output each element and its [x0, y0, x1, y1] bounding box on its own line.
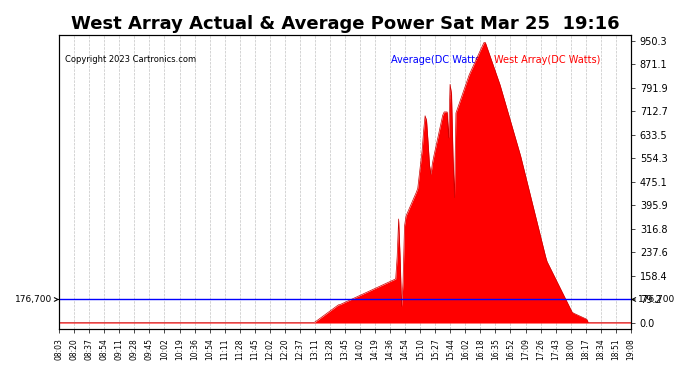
Text: Copyright 2023 Cartronics.com: Copyright 2023 Cartronics.com [65, 55, 196, 64]
Text: Average(DC Watts): Average(DC Watts) [391, 55, 484, 65]
Text: West Array(DC Watts): West Array(DC Watts) [493, 55, 600, 65]
Text: 176,700: 176,700 [632, 295, 675, 304]
Text: 176,700: 176,700 [15, 295, 58, 304]
Title: West Array Actual & Average Power Sat Mar 25  19:16: West Array Actual & Average Power Sat Ma… [70, 15, 620, 33]
